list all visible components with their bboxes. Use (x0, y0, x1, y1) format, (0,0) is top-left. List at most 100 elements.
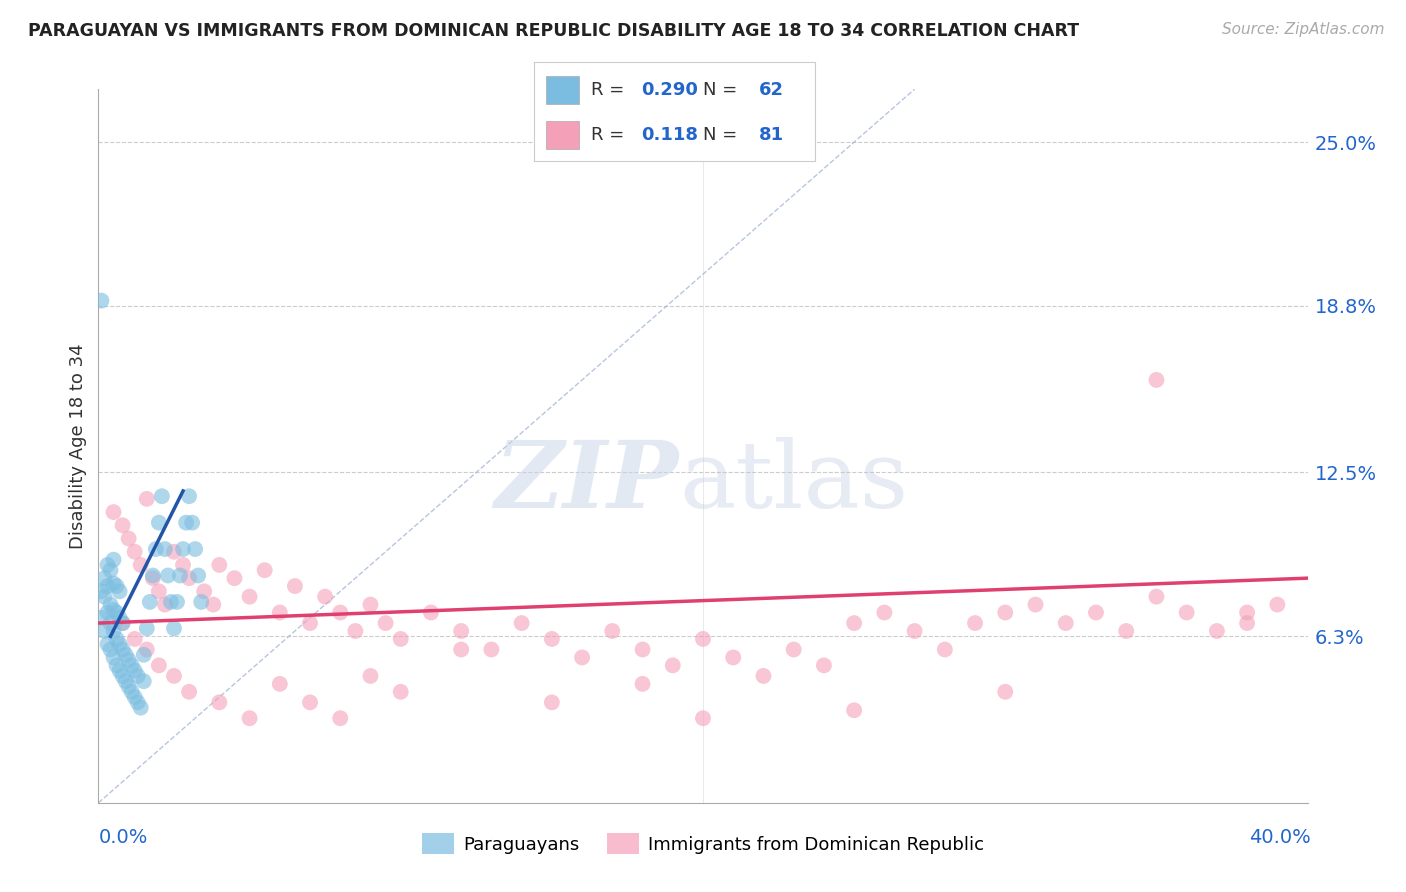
Text: 81: 81 (759, 126, 785, 144)
Point (540, 632, 562, 646)
Point (124, 664, 146, 678)
Point (135, 491, 157, 506)
Text: 40.0%: 40.0% (1249, 828, 1310, 847)
Point (844, 616, 866, 631)
Point (121, 685, 143, 699)
Point (202, 598, 225, 612)
Text: 0.118: 0.118 (641, 126, 699, 144)
Point (148, 584, 170, 599)
Point (96, 606, 118, 620)
Point (160, 595, 183, 609)
Point (103, 505, 125, 519)
Point (904, 624, 927, 638)
Point (420, 606, 443, 620)
Point (93, 624, 115, 638)
Point (105, 606, 128, 620)
Point (571, 650, 593, 665)
Point (1236, 616, 1258, 631)
Point (127, 695, 149, 709)
Point (965, 616, 987, 631)
Bar (546, 76, 579, 103)
Point (153, 598, 176, 612)
Point (103, 650, 125, 665)
Point (1144, 373, 1167, 387)
Point (179, 489, 201, 503)
Point (299, 695, 322, 709)
Point (360, 669, 382, 683)
Point (631, 642, 654, 657)
Point (169, 568, 191, 582)
Point (142, 571, 165, 585)
Point (1144, 590, 1167, 604)
Point (103, 624, 125, 638)
Point (108, 611, 131, 625)
Point (190, 595, 212, 609)
Text: PARAGUAYAN VS IMMIGRANTS FROM DOMINICAN REPUBLIC DISABILITY AGE 18 TO 34 CORRELA: PARAGUAYAN VS IMMIGRANTS FROM DOMINICAN … (28, 22, 1080, 40)
Point (193, 584, 215, 599)
Point (662, 658, 685, 673)
Point (1206, 624, 1229, 638)
Point (111, 518, 134, 533)
Point (239, 590, 262, 604)
Legend: Paraguayans, Immigrants from Dominican Republic: Paraguayans, Immigrants from Dominican R… (415, 826, 991, 862)
Point (156, 568, 179, 582)
Point (179, 571, 201, 585)
Point (100, 616, 122, 631)
Point (129, 700, 152, 714)
Point (124, 690, 146, 704)
Point (299, 616, 322, 631)
Point (450, 642, 472, 657)
Point (360, 598, 382, 612)
Point (111, 616, 134, 631)
Text: R =: R = (591, 126, 636, 144)
Point (284, 579, 307, 593)
Point (124, 545, 146, 559)
Text: atlas: atlas (679, 437, 908, 526)
Point (631, 677, 654, 691)
Point (135, 621, 157, 635)
Point (723, 650, 745, 665)
Point (93, 571, 115, 585)
Text: Source: ZipAtlas.com: Source: ZipAtlas.com (1222, 22, 1385, 37)
Point (163, 545, 186, 559)
Point (269, 606, 291, 620)
Point (132, 674, 155, 689)
Point (135, 642, 157, 657)
Point (108, 584, 131, 599)
Point (100, 563, 122, 577)
Point (208, 558, 231, 572)
Point (96, 579, 118, 593)
Y-axis label: Disability Age 18 to 34: Disability Age 18 to 34 (69, 343, 87, 549)
Point (105, 579, 128, 593)
Point (103, 576, 125, 591)
Point (96, 558, 118, 572)
Point (1054, 616, 1077, 631)
Point (103, 552, 125, 566)
Point (481, 642, 503, 657)
Point (602, 624, 624, 638)
Point (96, 637, 118, 651)
Point (873, 606, 896, 620)
Text: ZIP: ZIP (495, 437, 679, 526)
Point (105, 658, 128, 673)
Point (269, 677, 291, 691)
Point (121, 658, 143, 673)
Point (129, 558, 152, 572)
Point (994, 685, 1017, 699)
Point (108, 664, 131, 678)
Point (994, 606, 1017, 620)
Point (783, 642, 806, 657)
Point (103, 603, 125, 617)
Point (344, 624, 367, 638)
Point (844, 703, 866, 717)
Point (118, 532, 141, 546)
Point (132, 648, 155, 662)
Point (692, 711, 714, 725)
Point (1267, 598, 1289, 612)
Point (118, 653, 141, 667)
Point (1175, 606, 1198, 620)
Point (108, 637, 131, 651)
Point (153, 542, 176, 557)
Point (172, 558, 194, 572)
Point (145, 542, 167, 557)
